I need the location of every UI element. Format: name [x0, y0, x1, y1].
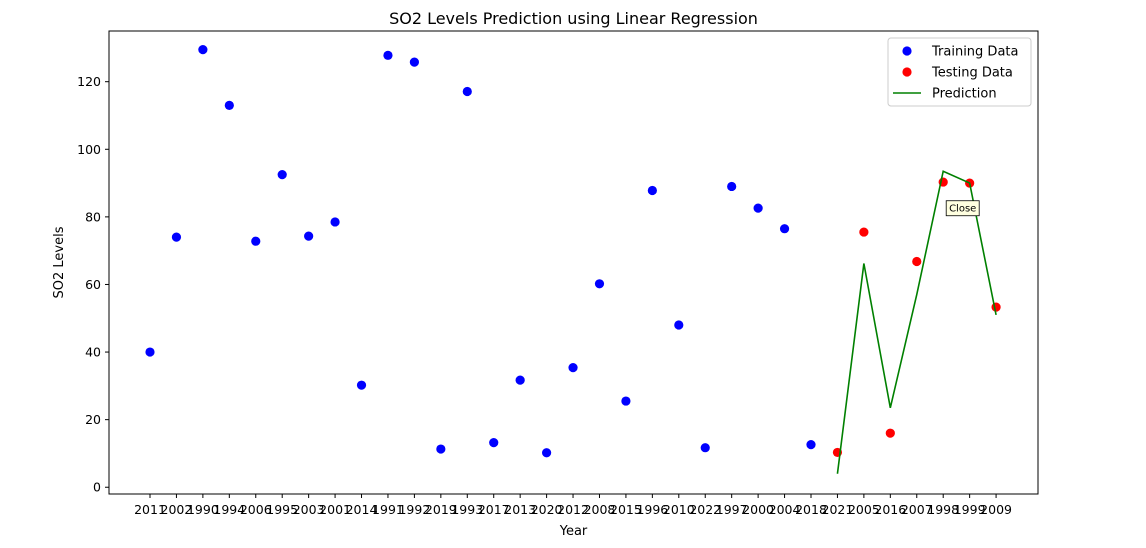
y-axis: 0 20 40 60 80 100 120 — [77, 74, 109, 495]
data-point — [277, 170, 287, 180]
x-tick-label: 2016 — [874, 502, 906, 517]
data-point — [674, 320, 684, 330]
x-tick-label: 2010 — [663, 502, 695, 517]
data-point — [700, 443, 710, 453]
legend-box — [887, 37, 1032, 107]
data-point — [251, 236, 261, 246]
x-tick-label: 1998 — [927, 502, 959, 517]
x-tick-label: 1996 — [636, 502, 668, 517]
data-point — [383, 50, 393, 60]
data-point — [885, 428, 895, 438]
x-tick-label: 2004 — [769, 502, 801, 517]
data-point — [594, 279, 605, 289]
series-layer — [145, 44, 1001, 474]
x-tick-label: 2009 — [980, 502, 1012, 517]
x-tick-label: 2002 — [161, 502, 193, 517]
data-point — [304, 231, 314, 241]
x-tick-label: 1997 — [716, 502, 748, 517]
data-point — [621, 396, 631, 406]
series-prediction — [836, 170, 997, 474]
prediction-line — [836, 170, 997, 474]
data-point — [409, 57, 419, 67]
data-point — [912, 256, 922, 267]
data-point — [224, 100, 234, 110]
legend-label: Testing Data — [931, 66, 1013, 81]
data-point — [462, 86, 472, 97]
data-point — [779, 224, 790, 234]
x-axis: 2011200219901994200619952003200120141991… — [134, 494, 1012, 517]
x-tick-label: 2020 — [531, 502, 563, 517]
x-tick-label: 2000 — [742, 502, 774, 517]
y-axis-title: SO2 Levels — [52, 226, 67, 298]
y-tick-label: 0 — [93, 480, 101, 495]
data-point — [542, 448, 552, 458]
data-point — [568, 363, 578, 373]
legend-marker-swatch — [902, 67, 912, 77]
legend-label: Prediction — [932, 87, 997, 102]
tooltip: Close — [945, 200, 980, 217]
data-point — [436, 444, 446, 454]
x-tick-label: 1990 — [187, 502, 219, 517]
x-tick-label: 2015 — [610, 502, 642, 517]
x-tick-label: 2007 — [901, 502, 933, 517]
x-tick-label: 2017 — [478, 502, 510, 517]
x-tick-label: 2013 — [504, 502, 536, 517]
y-tick-label: 120 — [77, 74, 101, 89]
tooltip-text: Close — [949, 204, 976, 215]
y-tick-label: 40 — [85, 345, 101, 360]
y-tick-label: 100 — [77, 142, 101, 157]
legend-label: Training Data — [931, 45, 1018, 60]
x-tick-label: 1992 — [398, 502, 430, 517]
data-point — [145, 347, 155, 357]
x-tick-label: 1994 — [213, 502, 245, 517]
x-tick-label: 1999 — [954, 502, 986, 517]
y-tick-label: 20 — [85, 412, 101, 427]
legend-marker-swatch — [902, 46, 912, 56]
x-tick-label: 1991 — [372, 502, 404, 517]
x-tick-label: 2019 — [425, 502, 457, 517]
x-tick-label: 2011 — [134, 502, 166, 517]
x-tick-label: 2012 — [557, 502, 589, 517]
x-tick-label: 2005 — [848, 502, 880, 517]
data-point — [753, 203, 763, 213]
legend-item: Training Data — [902, 45, 1018, 60]
data-point — [515, 375, 525, 385]
x-tick-label: 2014 — [346, 502, 378, 517]
series-testing-data — [832, 177, 1001, 458]
x-tick-label: 1995 — [266, 502, 298, 517]
data-point — [859, 227, 869, 237]
data-point — [171, 232, 182, 242]
x-tick-label: 2006 — [240, 502, 272, 517]
data-point — [198, 44, 208, 55]
legend-item: Testing Data — [902, 66, 1013, 81]
data-point — [356, 380, 367, 390]
data-point — [330, 217, 340, 227]
x-tick-label: 2021 — [822, 502, 854, 517]
annotation-layer: Close — [945, 200, 980, 217]
x-tick-label: 2008 — [584, 502, 616, 517]
data-point — [727, 181, 737, 192]
data-point — [647, 185, 657, 196]
y-tick-label: 80 — [85, 209, 101, 224]
chart-title: SO2 Levels Prediction using Linear Regre… — [389, 9, 758, 28]
series-training-data — [145, 44, 816, 458]
data-point — [806, 440, 816, 450]
y-tick-label: 60 — [85, 277, 101, 292]
x-tick-label: 2022 — [689, 502, 721, 517]
data-point — [991, 302, 1001, 312]
data-point — [489, 438, 499, 448]
x-tick-label: 2003 — [293, 502, 325, 517]
x-tick-label: 2001 — [319, 502, 351, 517]
x-tick-label: 2018 — [795, 502, 827, 517]
x-tick-label: 1993 — [451, 502, 483, 517]
legend-item: Prediction — [893, 87, 997, 102]
legend: Training Data Testing Data Prediction — [887, 37, 1032, 107]
x-axis-title: Year — [559, 524, 588, 539]
